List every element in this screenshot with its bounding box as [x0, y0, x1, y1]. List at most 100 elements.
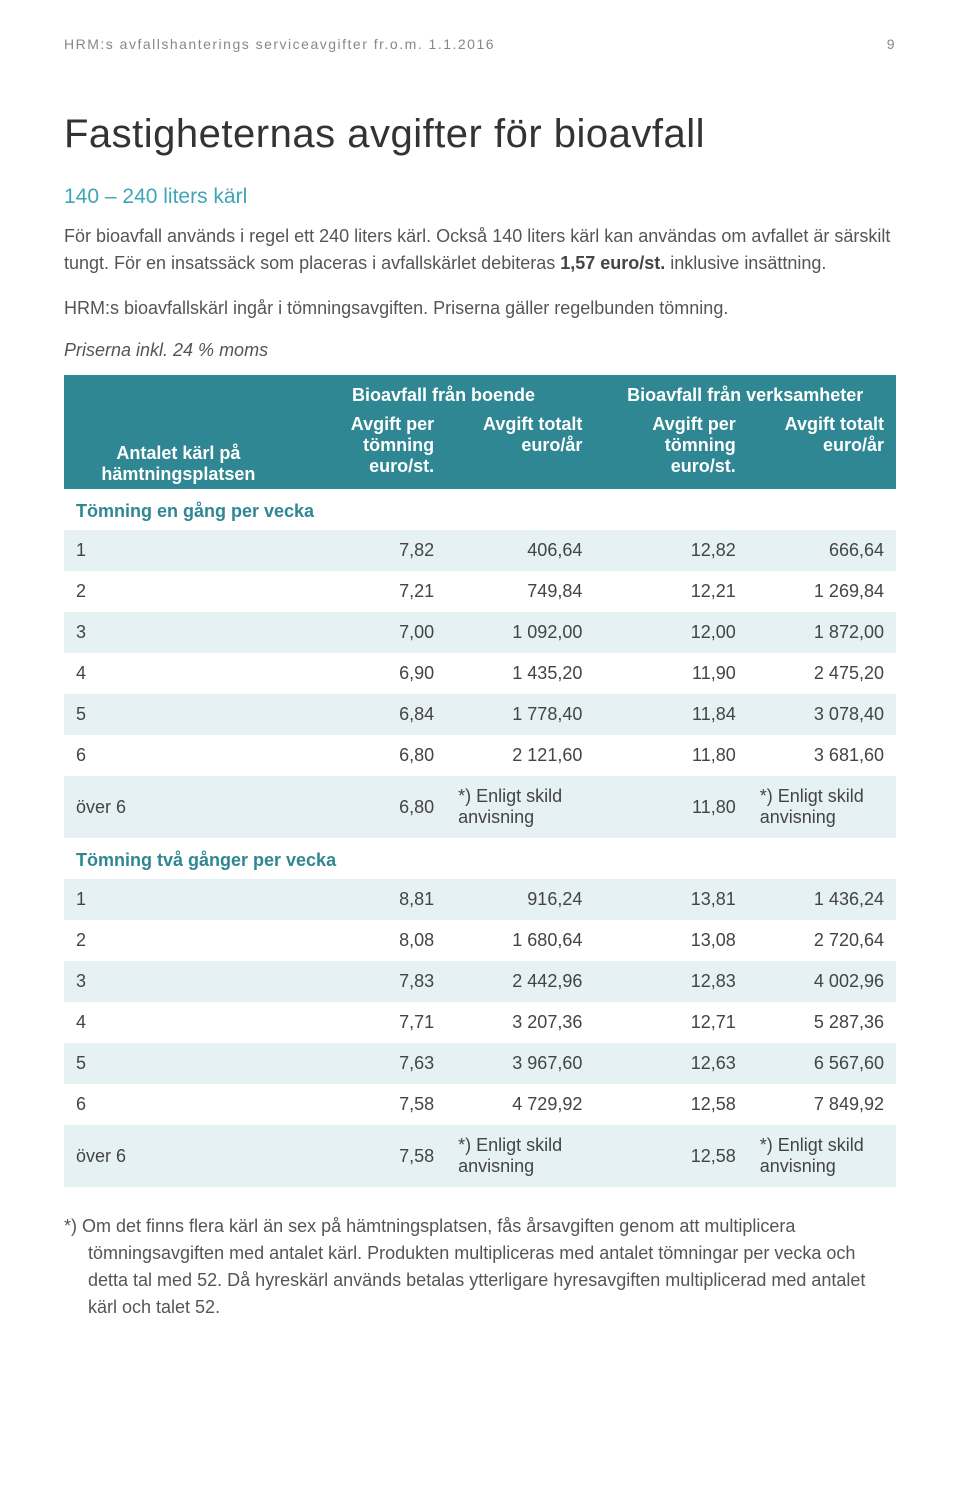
cell-n: 4 [64, 1002, 293, 1043]
cell-a: 8,08 [293, 920, 446, 961]
cell-d: 2 475,20 [748, 653, 896, 694]
table-body: Tömning en gång per vecka17,82406,6412,8… [64, 489, 896, 1187]
cell-n: 4 [64, 653, 293, 694]
header-page-number: 9 [887, 36, 896, 52]
th-group2: Bioavfall från verksamheter [594, 375, 896, 410]
cell-d: 6 567,60 [748, 1043, 896, 1084]
table-row: 56,841 778,4011,843 078,40 [64, 694, 896, 735]
table-row: över 66,80*) Enligt skild anvisning11,80… [64, 776, 896, 838]
cell-n: 3 [64, 961, 293, 1002]
cell-a: 7,71 [293, 1002, 446, 1043]
cell-c: 12,83 [594, 961, 747, 1002]
cell-d: *) Enligt skild anvisning [748, 1125, 896, 1187]
section-heading: Tömning en gång per vecka [64, 489, 896, 530]
cell-d: 4 002,96 [748, 961, 896, 1002]
subheading: 140 – 240 liters kärl [64, 185, 896, 209]
table-row: 57,633 967,6012,636 567,60 [64, 1043, 896, 1084]
cell-d: 1 436,24 [748, 879, 896, 920]
cell-n: 1 [64, 530, 293, 571]
cell-d: 1 269,84 [748, 571, 896, 612]
cell-c: 11,80 [594, 776, 747, 838]
cell-n: 3 [64, 612, 293, 653]
section-heading: Tömning två gånger per vecka [64, 838, 896, 879]
intro-paragraph-1: För bioavfall används i regel ett 240 li… [64, 223, 896, 277]
cell-d: 3 681,60 [748, 735, 896, 776]
cell-c: 12,63 [594, 1043, 747, 1084]
cell-a: 7,58 [293, 1084, 446, 1125]
table-row: 66,802 121,6011,803 681,60 [64, 735, 896, 776]
table-row: 37,001 092,0012,001 872,00 [64, 612, 896, 653]
cell-a: 6,90 [293, 653, 446, 694]
cell-a: 6,80 [293, 735, 446, 776]
cell-b: 1 435,20 [446, 653, 594, 694]
table-row: 47,713 207,3612,715 287,36 [64, 1002, 896, 1043]
cell-d: 666,64 [748, 530, 896, 571]
cell-n: 6 [64, 1084, 293, 1125]
cell-a: 7,00 [293, 612, 446, 653]
cell-b: 1 778,40 [446, 694, 594, 735]
page-title: Fastigheternas avgifter för bioavfall [64, 112, 896, 157]
cell-d: 1 872,00 [748, 612, 896, 653]
table-row: 67,584 729,9212,587 849,92 [64, 1084, 896, 1125]
th-sub-c: Avgift per tömning euro/st. [594, 410, 747, 489]
para1-bold-price: 1,57 euro/st. [560, 253, 665, 273]
cell-n: 5 [64, 694, 293, 735]
intro-paragraph-2: HRM:s bioavfallskärl ingår i tömningsavg… [64, 295, 896, 322]
para1-part-b: inklusive insättning. [665, 253, 826, 273]
cell-c: 11,80 [594, 735, 747, 776]
cell-b: *) Enligt skild anvisning [446, 1125, 594, 1187]
cell-b: 916,24 [446, 879, 594, 920]
cell-b: 749,84 [446, 571, 594, 612]
cell-c: 11,90 [594, 653, 747, 694]
cell-b: 1 680,64 [446, 920, 594, 961]
cell-a: 7,58 [293, 1125, 446, 1187]
cell-d: 7 849,92 [748, 1084, 896, 1125]
cell-b: 3 967,60 [446, 1043, 594, 1084]
cell-d: 2 720,64 [748, 920, 896, 961]
cell-a: 7,83 [293, 961, 446, 1002]
cell-a: 7,21 [293, 571, 446, 612]
cell-a: 7,82 [293, 530, 446, 571]
cell-c: 12,58 [594, 1084, 747, 1125]
cell-d: *) Enligt skild anvisning [748, 776, 896, 838]
cell-a: 7,63 [293, 1043, 446, 1084]
cell-b: 1 092,00 [446, 612, 594, 653]
table-row: 46,901 435,2011,902 475,20 [64, 653, 896, 694]
cell-b: 2 442,96 [446, 961, 594, 1002]
cell-a: 6,84 [293, 694, 446, 735]
th-sub-a: Avgift per tömning euro/st. [293, 410, 446, 489]
footnote: *) Om det finns flera kärl än sex på häm… [64, 1213, 896, 1321]
table-row: 28,081 680,6413,082 720,64 [64, 920, 896, 961]
cell-b: 2 121,60 [446, 735, 594, 776]
th-sub-d: Avgift totalt euro/år [748, 410, 896, 489]
cell-n: 2 [64, 920, 293, 961]
header-left: HRM:s avfallshanterings serviceavgifter … [64, 36, 495, 52]
table-row: 18,81916,2413,811 436,24 [64, 879, 896, 920]
cell-d: 3 078,40 [748, 694, 896, 735]
cell-b: 406,64 [446, 530, 594, 571]
table-row: 17,82406,6412,82666,64 [64, 530, 896, 571]
cell-b: *) Enligt skild anvisning [446, 776, 594, 838]
th-col1: Antalet kärl på hämtnings­platsen [64, 375, 293, 489]
cell-n: över 6 [64, 1125, 293, 1187]
th-sub-b: Avgift totalt euro/år [446, 410, 594, 489]
cell-a: 6,80 [293, 776, 446, 838]
cell-d: 5 287,36 [748, 1002, 896, 1043]
cell-c: 11,84 [594, 694, 747, 735]
cell-n: 2 [64, 571, 293, 612]
price-table: Antalet kärl på hämtnings­platsen Bioavf… [64, 375, 896, 1187]
cell-c: 13,08 [594, 920, 747, 961]
cell-c: 12,00 [594, 612, 747, 653]
table-row: 37,832 442,9612,834 002,96 [64, 961, 896, 1002]
cell-c: 12,82 [594, 530, 747, 571]
cell-n: 6 [64, 735, 293, 776]
cell-c: 12,21 [594, 571, 747, 612]
cell-n: 5 [64, 1043, 293, 1084]
cell-n: 1 [64, 879, 293, 920]
cell-a: 8,81 [293, 879, 446, 920]
table-row: 27,21749,8412,211 269,84 [64, 571, 896, 612]
cell-c: 13,81 [594, 879, 747, 920]
page-header: HRM:s avfallshanterings serviceavgifter … [64, 36, 896, 52]
cell-c: 12,58 [594, 1125, 747, 1187]
table-row: över 67,58*) Enligt skild anvisning12,58… [64, 1125, 896, 1187]
